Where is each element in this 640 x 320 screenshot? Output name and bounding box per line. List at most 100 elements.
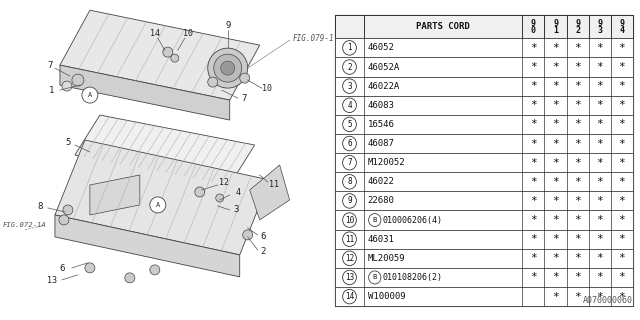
Text: 46022A: 46022A xyxy=(367,82,400,91)
Text: 6: 6 xyxy=(60,264,65,273)
Text: *: * xyxy=(618,272,625,283)
Text: 4: 4 xyxy=(348,101,352,110)
Text: 14: 14 xyxy=(345,292,354,301)
Text: *: * xyxy=(618,139,625,148)
Text: 12: 12 xyxy=(219,179,228,188)
Circle shape xyxy=(85,263,95,273)
Text: B: B xyxy=(372,275,377,280)
Circle shape xyxy=(342,289,356,304)
Circle shape xyxy=(221,61,235,75)
Text: *: * xyxy=(574,272,581,283)
Text: *: * xyxy=(596,119,603,129)
Text: *: * xyxy=(618,253,625,263)
Circle shape xyxy=(243,230,253,240)
Bar xyxy=(335,57,633,76)
Text: A: A xyxy=(88,92,92,98)
Text: 10: 10 xyxy=(183,29,193,38)
Text: *: * xyxy=(552,292,559,301)
Text: *: * xyxy=(530,81,537,91)
Text: 13: 13 xyxy=(47,276,57,285)
Text: 6: 6 xyxy=(348,139,352,148)
Circle shape xyxy=(195,187,205,197)
Text: 1: 1 xyxy=(348,44,352,52)
Text: *: * xyxy=(574,215,581,225)
Circle shape xyxy=(208,48,248,88)
Polygon shape xyxy=(60,10,260,100)
Circle shape xyxy=(342,232,356,246)
Text: *: * xyxy=(574,158,581,168)
Text: *: * xyxy=(618,234,625,244)
Text: 9: 9 xyxy=(531,19,536,28)
Text: *: * xyxy=(618,215,625,225)
Text: *: * xyxy=(552,81,559,91)
Text: *: * xyxy=(618,119,625,129)
Text: *: * xyxy=(574,81,581,91)
Text: 2: 2 xyxy=(348,62,352,71)
Text: 5: 5 xyxy=(65,138,70,147)
Bar xyxy=(335,38,633,57)
Text: *: * xyxy=(596,158,603,168)
Text: *: * xyxy=(618,81,625,91)
Text: 4: 4 xyxy=(236,188,240,197)
Text: 010108206(2): 010108206(2) xyxy=(383,273,443,282)
Text: 11: 11 xyxy=(345,235,354,244)
Text: *: * xyxy=(596,62,603,72)
Text: *: * xyxy=(596,100,603,110)
Text: *: * xyxy=(552,196,559,206)
Text: 10: 10 xyxy=(262,84,271,92)
Bar xyxy=(335,211,633,230)
Circle shape xyxy=(125,273,135,283)
Circle shape xyxy=(163,47,173,57)
Text: 1: 1 xyxy=(553,26,558,36)
Bar xyxy=(335,153,633,172)
Circle shape xyxy=(59,215,69,225)
Text: PARTS CORD: PARTS CORD xyxy=(416,22,470,31)
Text: *: * xyxy=(574,234,581,244)
Text: *: * xyxy=(618,62,625,72)
Polygon shape xyxy=(250,165,290,220)
Circle shape xyxy=(342,213,356,227)
Bar xyxy=(335,15,633,38)
Text: 46052A: 46052A xyxy=(367,62,400,71)
Bar xyxy=(335,172,633,191)
Circle shape xyxy=(216,194,224,202)
Text: 9: 9 xyxy=(553,19,558,28)
Text: 12: 12 xyxy=(345,254,354,263)
Text: *: * xyxy=(618,177,625,187)
Bar xyxy=(335,134,633,153)
Text: *: * xyxy=(618,158,625,168)
Text: 0: 0 xyxy=(531,26,536,36)
Polygon shape xyxy=(55,215,240,277)
Text: 9: 9 xyxy=(575,19,580,28)
Circle shape xyxy=(208,77,218,87)
Circle shape xyxy=(150,265,160,275)
Text: *: * xyxy=(552,272,559,283)
Text: *: * xyxy=(552,62,559,72)
Circle shape xyxy=(342,79,356,93)
Text: *: * xyxy=(552,215,559,225)
Text: A: A xyxy=(156,202,160,208)
Bar xyxy=(335,230,633,249)
Text: *: * xyxy=(574,43,581,53)
Text: 6: 6 xyxy=(260,232,266,241)
Circle shape xyxy=(82,87,98,103)
Text: 5: 5 xyxy=(348,120,352,129)
Text: *: * xyxy=(552,177,559,187)
Circle shape xyxy=(171,54,179,62)
Text: *: * xyxy=(618,43,625,53)
Circle shape xyxy=(369,213,381,227)
Text: *: * xyxy=(530,62,537,72)
Text: 46052: 46052 xyxy=(367,44,394,52)
Bar xyxy=(335,115,633,134)
Text: *: * xyxy=(552,234,559,244)
Text: 3: 3 xyxy=(348,82,352,91)
Circle shape xyxy=(150,197,166,213)
Text: ML20059: ML20059 xyxy=(367,254,405,263)
Text: 46083: 46083 xyxy=(367,101,394,110)
Text: *: * xyxy=(530,177,537,187)
Text: *: * xyxy=(596,292,603,301)
Bar xyxy=(335,268,633,287)
Text: *: * xyxy=(552,119,559,129)
Text: *: * xyxy=(530,43,537,53)
Polygon shape xyxy=(75,115,255,185)
